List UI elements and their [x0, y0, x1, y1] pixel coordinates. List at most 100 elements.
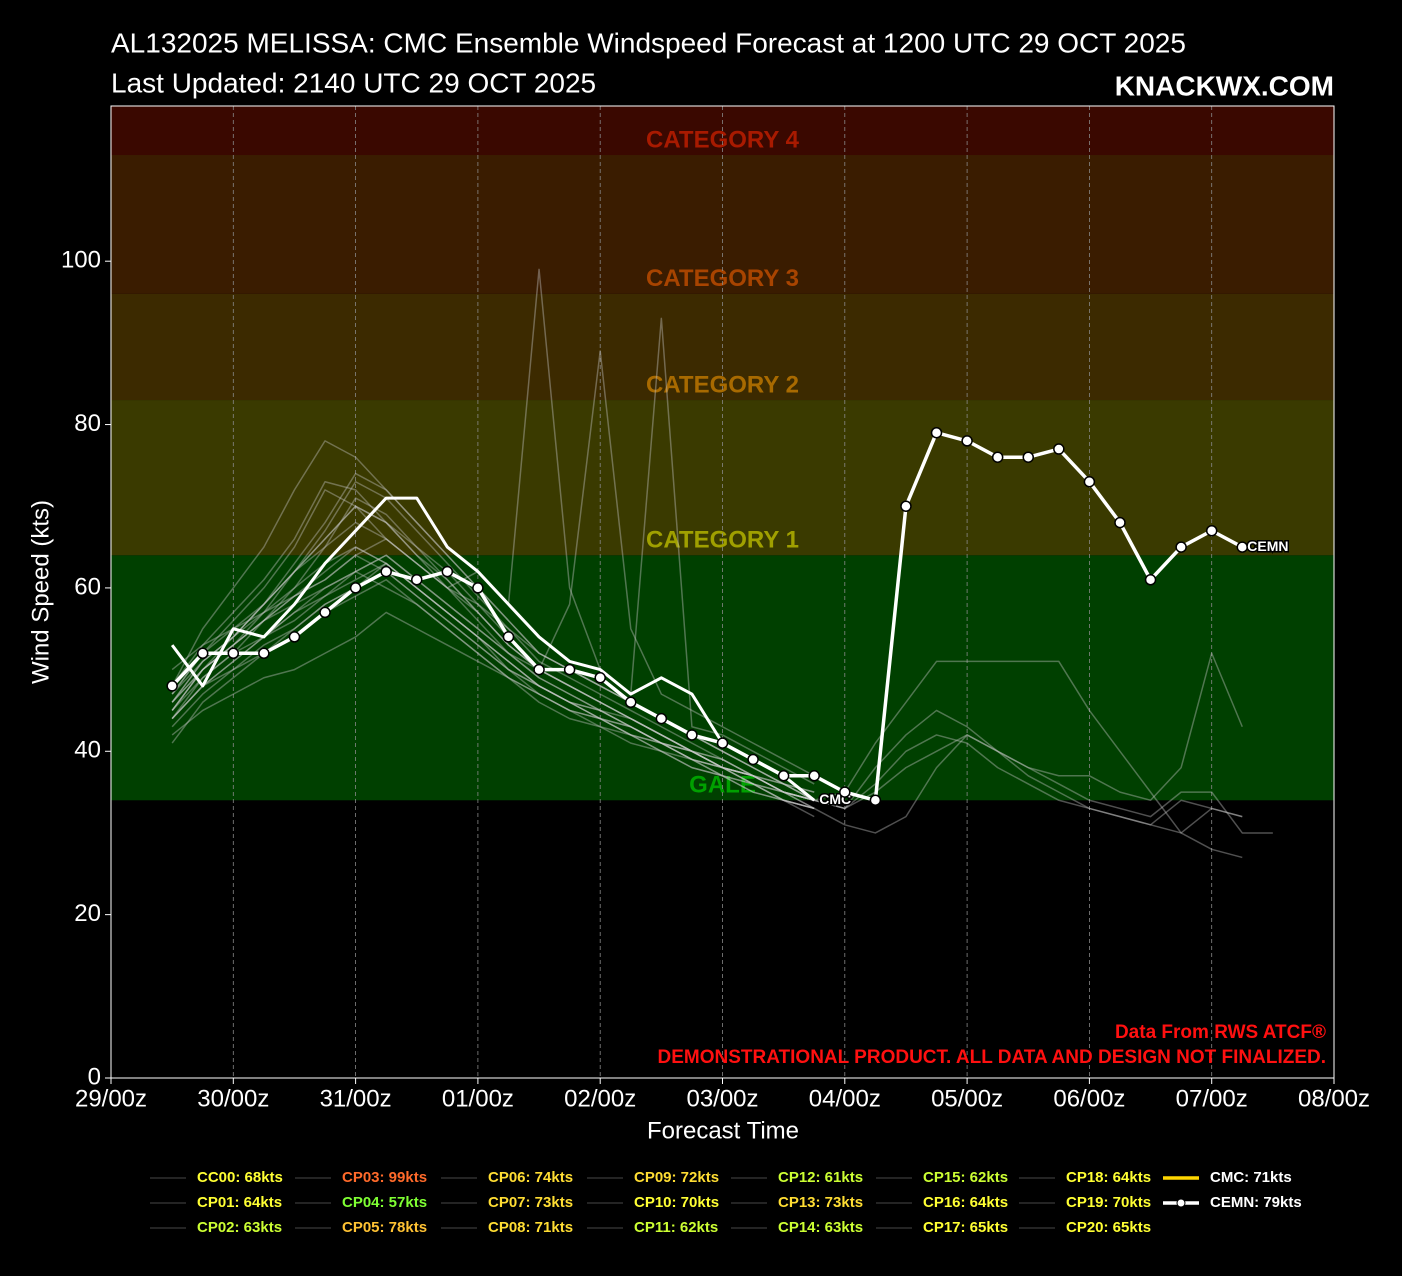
legend-label: CP04: 57kts [342, 1194, 427, 1211]
x-tick-label: 02/00z [564, 1085, 636, 1112]
series-line [171, 562, 815, 810]
legend-label: CP16: 64kts [923, 1194, 1008, 1211]
x-tick-label: 07/00z [1176, 1085, 1248, 1112]
marker [502, 631, 515, 643]
marker [1144, 573, 1157, 586]
series-line [170, 496, 816, 802]
series-line [171, 472, 1243, 826]
end-label: CEMN [1247, 538, 1288, 554]
marker [686, 729, 698, 741]
marker [1053, 443, 1065, 455]
y-tick-label: 80 [74, 410, 101, 437]
marker [1022, 451, 1034, 463]
legend-label: CP08: 71kts [488, 1219, 573, 1236]
disclaimer: DEMONSTRATIONAL PRODUCT. ALL DATA AND DE… [658, 1047, 1327, 1068]
legend-label: CP19: 70kts [1066, 1194, 1151, 1211]
x-tick-label: 01/00z [442, 1085, 514, 1112]
legend-label: CP09: 72kts [634, 1169, 719, 1186]
legend-label: CP10: 70kts [634, 1194, 719, 1211]
legend-label: CP13: 73kts [778, 1194, 863, 1211]
brand: KNACKWX.COM [1115, 70, 1334, 101]
marker [349, 582, 362, 594]
marker [930, 426, 943, 439]
marker [625, 696, 637, 709]
legend-label: CP18: 64kts [1066, 1169, 1151, 1186]
series-line [170, 430, 1244, 803]
marker [594, 672, 606, 684]
legend-label: CC00: 68kts [197, 1169, 283, 1186]
marker [563, 663, 576, 676]
marker [227, 647, 240, 660]
marker [472, 582, 484, 594]
y-tick-label: 60 [74, 573, 101, 600]
legend-label: CMC: 71kts [1210, 1169, 1292, 1186]
series-line [171, 505, 1243, 859]
legend-label: CP14: 63kts [778, 1219, 863, 1236]
y-tick-label: 100 [61, 247, 101, 274]
series-line [171, 489, 815, 810]
series-line [171, 554, 1243, 834]
x-tick-label: 06/00z [1053, 1085, 1125, 1112]
y-axis-label: Wind Speed (kts) [27, 500, 54, 684]
series-line [171, 554, 1273, 834]
legend-marker [1176, 1198, 1186, 1208]
x-tick-label: 05/00z [931, 1085, 1003, 1112]
marker [839, 786, 851, 798]
y-tick-label: 40 [74, 737, 101, 764]
legend-label: CP20: 65kts [1066, 1219, 1151, 1236]
marker [747, 753, 759, 766]
y-tick-label: 20 [74, 900, 101, 927]
marker [196, 647, 209, 660]
series-line [171, 611, 815, 802]
marker [411, 573, 423, 586]
marker [777, 770, 790, 782]
marker [716, 737, 729, 749]
legend-label: CP11: 62kts [634, 1219, 718, 1236]
x-tick-label: 31/00z [320, 1085, 392, 1112]
series-line [171, 546, 815, 802]
marker [166, 680, 178, 692]
marker [258, 647, 270, 660]
marker [1083, 475, 1096, 488]
marker [288, 631, 301, 643]
legend-label: CP01: 64kts [197, 1194, 282, 1211]
marker [1205, 524, 1218, 537]
x-tick-label: 04/00z [809, 1085, 881, 1112]
series-line [171, 570, 815, 810]
x-tick-label: 30/00z [197, 1085, 269, 1112]
series-line [171, 497, 815, 810]
legend-label: CP07: 73kts [488, 1194, 573, 1211]
marker [900, 500, 912, 512]
legend-label: CP02: 63kts [197, 1219, 282, 1236]
x-tick-label: 29/00z [75, 1085, 147, 1112]
marker [1114, 516, 1126, 529]
series-line [171, 570, 815, 810]
marker [869, 794, 882, 807]
series-line [171, 521, 815, 793]
legend-label: CEMN: 79kts [1210, 1194, 1302, 1211]
marker [1175, 541, 1187, 553]
marker [380, 565, 392, 578]
series-line [171, 554, 815, 801]
plot-frame [110, 105, 1335, 1079]
x-tick-label: 03/00z [686, 1085, 758, 1112]
marker [961, 435, 973, 447]
legend-label: CP15: 62kts [923, 1169, 1008, 1186]
series-line [171, 440, 815, 793]
marker [441, 565, 454, 578]
marker [533, 663, 545, 676]
legend-label: CP03: 99kts [342, 1169, 427, 1186]
series-line [171, 505, 1243, 810]
legend-label: CP05: 78kts [342, 1219, 427, 1236]
marker [655, 712, 668, 725]
legend-label: CP12: 61kts [778, 1169, 863, 1186]
y-tick-label: 0 [88, 1063, 101, 1090]
marker [808, 770, 820, 782]
marker [991, 451, 1004, 463]
chart-subtitle: Last Updated: 2140 UTC 29 OCT 2025 [111, 67, 596, 98]
series-line [171, 562, 815, 801]
marker [1236, 541, 1249, 553]
legend-label: CP06: 74kts [488, 1169, 573, 1186]
